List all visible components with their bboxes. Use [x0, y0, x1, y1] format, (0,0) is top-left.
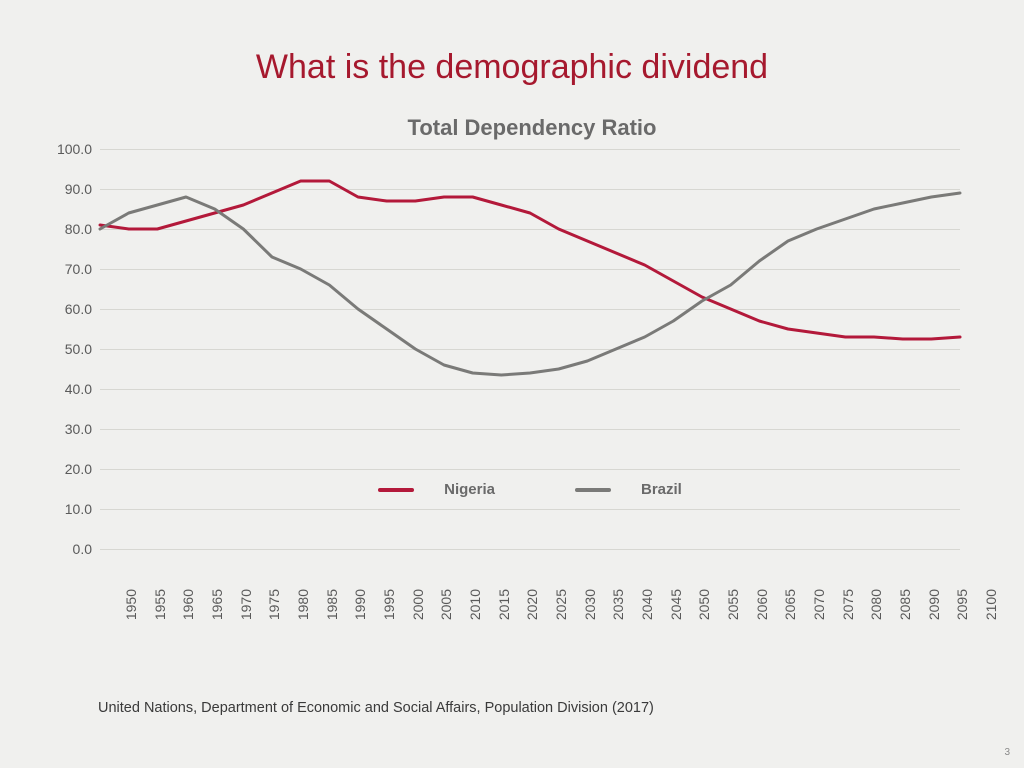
series-line-brazil	[100, 193, 960, 375]
x-axis-label: 2000	[410, 589, 426, 620]
y-axis-label: 40.0	[40, 381, 92, 397]
x-axis-label: 2030	[582, 589, 598, 620]
legend-label: Nigeria	[444, 481, 495, 498]
legend-swatch	[575, 488, 611, 492]
y-axis-label: 10.0	[40, 501, 92, 517]
x-axis-label: 1955	[152, 589, 168, 620]
x-axis-label: 2065	[782, 589, 798, 620]
x-axis-label: 2020	[524, 589, 540, 620]
legend-item: Nigeria	[378, 481, 495, 498]
series-line-nigeria	[100, 181, 960, 339]
gridline	[100, 549, 960, 550]
x-axis-label: 2055	[725, 589, 741, 620]
page-number: 3	[1004, 747, 1010, 758]
x-axis-label: 2015	[496, 589, 512, 620]
chart-plot: Nigeria Brazil	[100, 149, 960, 549]
y-axis-label: 100.0	[40, 141, 92, 157]
source-citation: United Nations, Department of Economic a…	[98, 700, 654, 716]
y-axis-label: 50.0	[40, 341, 92, 357]
y-axis-label: 60.0	[40, 301, 92, 317]
x-axis-label: 2080	[868, 589, 884, 620]
x-axis-label: 2025	[553, 589, 569, 620]
legend-item: Brazil	[575, 481, 682, 498]
x-axis-label: 1950	[123, 589, 139, 620]
x-axis-label: 2005	[438, 589, 454, 620]
chart-legend: Nigeria Brazil	[100, 481, 960, 498]
x-axis-label: 1985	[324, 589, 340, 620]
x-axis-label: 2060	[754, 589, 770, 620]
x-axis-label: 1990	[352, 589, 368, 620]
x-axis-label: 2095	[954, 589, 970, 620]
y-axis-label: 0.0	[40, 541, 92, 557]
page-title: What is the demographic dividend	[30, 48, 994, 87]
x-axis-label: 2040	[639, 589, 655, 620]
chart-title: Total Dependency Ratio	[70, 115, 994, 141]
x-axis-label: 2070	[811, 589, 827, 620]
x-axis-label: 2050	[696, 589, 712, 620]
legend-label: Brazil	[641, 481, 682, 498]
slide: What is the demographic dividend Total D…	[0, 0, 1024, 768]
x-axis-label: 1975	[266, 589, 282, 620]
x-axis-label: 2075	[840, 589, 856, 620]
y-axis-label: 20.0	[40, 461, 92, 477]
x-axis-label: 2085	[897, 589, 913, 620]
y-axis-label: 30.0	[40, 421, 92, 437]
y-axis-label: 90.0	[40, 181, 92, 197]
legend-swatch	[378, 488, 414, 492]
x-axis-label: 2035	[610, 589, 626, 620]
x-axis-label: 2090	[926, 589, 942, 620]
x-axis-label: 1965	[209, 589, 225, 620]
x-axis-label: 1970	[238, 589, 254, 620]
y-axis-label: 80.0	[40, 221, 92, 237]
chart-area: 0.0 10.0 20.0 30.0 40.0 50.0 60.0 70.0 80.0 90.0 1…	[40, 149, 980, 619]
x-axis-label: 2010	[467, 589, 483, 620]
x-axis-label: 1980	[295, 589, 311, 620]
x-axis-label: 1995	[381, 589, 397, 620]
x-axis-label: 2100	[983, 589, 999, 620]
x-axis-label: 2045	[668, 589, 684, 620]
y-axis-label: 70.0	[40, 261, 92, 277]
x-axis-label: 1960	[180, 589, 196, 620]
